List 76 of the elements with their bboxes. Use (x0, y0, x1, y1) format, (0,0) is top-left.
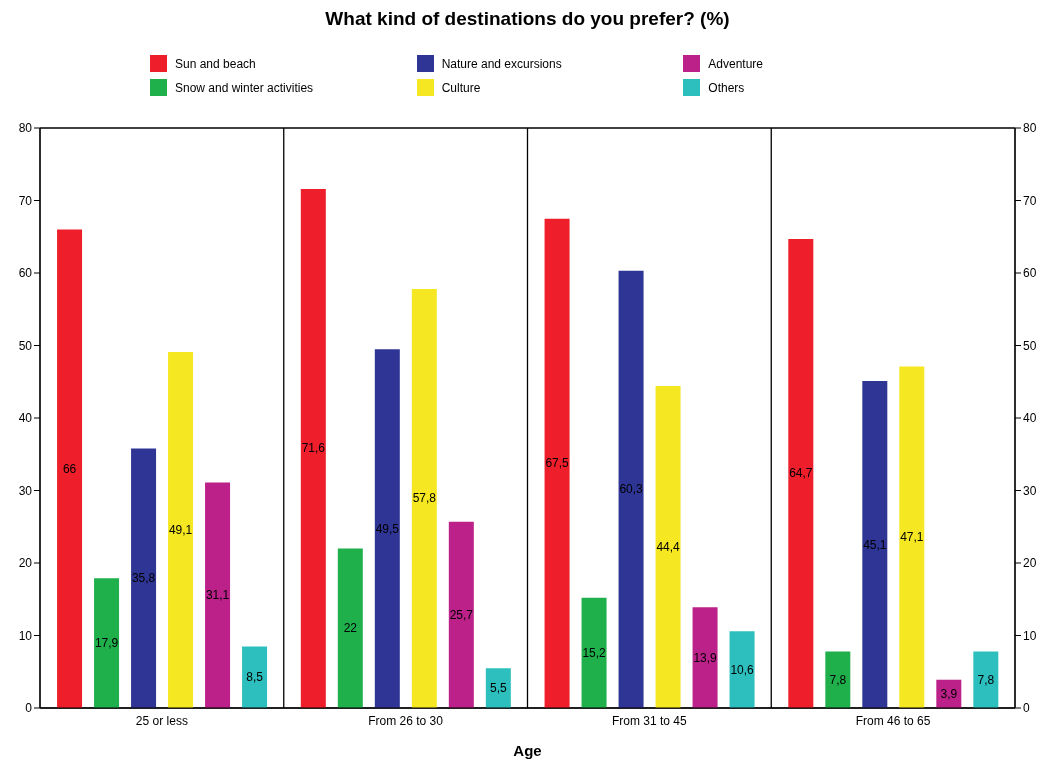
chart-title: What kind of destinations do you prefer? (%) (324, 8, 731, 30)
x-tick-label: From 46 to 65 (855, 713, 931, 728)
data-label: 60,3 (619, 482, 644, 497)
bar (973, 651, 999, 708)
data-label: 3,9 (940, 686, 958, 701)
data-label: 25,7 (449, 607, 474, 622)
data-label: 5,5 (489, 681, 507, 696)
data-label: 66 (62, 461, 77, 476)
y2-tick-label: 40 (1023, 411, 1037, 426)
bar (411, 288, 437, 708)
bar (300, 188, 326, 708)
y2-tick-label: 60 (1023, 266, 1037, 281)
data-label: 64,7 (789, 466, 813, 481)
bar (825, 651, 851, 708)
data-label: 67,5 (545, 456, 570, 471)
data-label: 49,1 (168, 523, 193, 538)
bar (581, 597, 607, 708)
data-label: 57,8 (412, 491, 437, 506)
legend-label: Culture (441, 80, 481, 95)
y2-tick-label: 50 (1023, 338, 1037, 353)
data-label: 17,9 (94, 636, 119, 651)
x-tick-label: From 26 to 30 (368, 713, 444, 728)
data-label: 10,6 (730, 662, 755, 677)
bar (337, 548, 363, 708)
bar (242, 646, 268, 708)
y2-tick-label: 20 (1023, 556, 1037, 571)
bar (544, 218, 570, 708)
legend-label: Others (708, 80, 745, 95)
bar (788, 238, 814, 708)
data-label: 47,1 (900, 530, 924, 545)
y-tick-label: 0 (25, 701, 33, 716)
data-label: 35,8 (131, 571, 156, 586)
bar (131, 448, 157, 708)
bar (692, 607, 718, 708)
x-axis-title: Age (513, 742, 542, 759)
x-tick-label: 25 or less (135, 713, 188, 728)
bar (448, 521, 474, 708)
data-label: 15,2 (582, 645, 607, 660)
legend-label: Adventure (708, 56, 764, 71)
bar (57, 229, 83, 708)
bar (729, 631, 755, 708)
y2-tick-label: 10 (1023, 628, 1037, 643)
bar (862, 381, 888, 708)
y2-tick-label: 0 (1023, 701, 1030, 716)
y2-tick-label: 70 (1023, 193, 1037, 208)
legend-label: Sun and beach (175, 56, 256, 71)
y2-tick-label: 80 (1023, 121, 1037, 136)
data-label: 8,5 (246, 670, 264, 685)
bar (168, 352, 194, 708)
bar (94, 578, 120, 708)
y-tick-label: 20 (18, 556, 33, 571)
y-tick-label: 40 (18, 411, 33, 426)
y-tick-label: 70 (18, 193, 33, 208)
y-tick-label: 30 (18, 483, 33, 498)
data-label: 44,4 (656, 540, 681, 555)
y-tick-label: 10 (18, 628, 33, 643)
bar (205, 482, 231, 708)
bar (374, 349, 400, 708)
bar (618, 270, 644, 708)
x-tick-label: From 31 to 45 (612, 713, 688, 728)
data-label: 49,5 (375, 521, 400, 536)
y-tick-label: 80 (18, 121, 33, 136)
data-label: 13,9 (693, 650, 718, 665)
data-label: 7,8 (829, 672, 847, 687)
y-tick-label: 60 (18, 266, 33, 281)
legend-label: Nature and excursions (441, 56, 562, 71)
data-label: 22 (343, 621, 358, 636)
data-label: 45,1 (863, 537, 887, 552)
y-tick-label: 50 (18, 338, 33, 353)
y2-tick-label: 30 (1023, 483, 1037, 498)
data-label: 31,1 (205, 588, 230, 603)
bar (899, 366, 925, 708)
bar (655, 386, 681, 708)
data-label: 71,6 (301, 441, 326, 456)
legend-label: Snow and winter activities (175, 80, 314, 95)
data-label: 7,8 (977, 672, 995, 687)
